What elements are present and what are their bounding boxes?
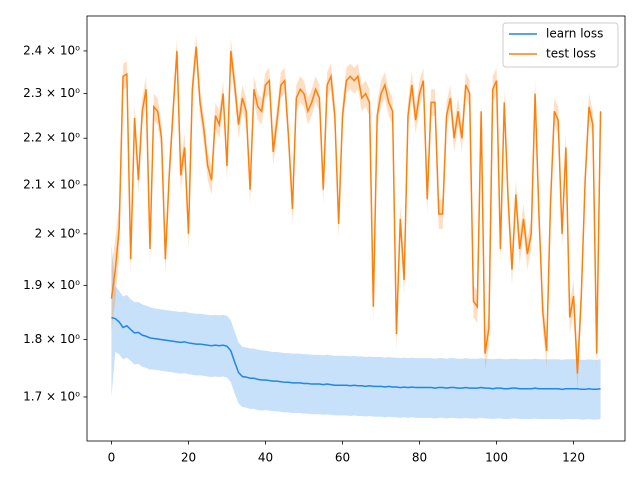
y-tick-label: 2 × 10⁰ xyxy=(35,226,81,240)
line xyxy=(110,46,602,374)
x-tick-label: 40 xyxy=(258,451,273,465)
legend-label: learn loss xyxy=(546,27,603,41)
y-tick-label: 2.3 × 10⁰ xyxy=(23,86,80,100)
x-tick-label: 100 xyxy=(485,451,508,465)
y-tick-label: 1.9 × 10⁰ xyxy=(23,278,80,292)
error-band xyxy=(111,243,601,420)
y-tick-label: 2.2 × 10⁰ xyxy=(23,131,80,145)
y-tick-label: 2.4 × 10⁰ xyxy=(23,43,80,57)
x-tick-label: 120 xyxy=(562,451,585,465)
y-tick-label: 1.8 × 10⁰ xyxy=(23,332,80,346)
x-tick-label: 0 xyxy=(108,451,116,465)
y-tick-label: 2.1 × 10⁰ xyxy=(23,177,80,191)
x-tick-label: 20 xyxy=(181,451,196,465)
line xyxy=(111,316,601,391)
legend-label: test loss xyxy=(546,47,596,61)
x-tick-label: 60 xyxy=(335,451,350,465)
y-tick-label: 1.7 × 10⁰ xyxy=(23,389,80,403)
x-tick-label: 80 xyxy=(412,451,427,465)
plot-frame xyxy=(86,15,626,442)
